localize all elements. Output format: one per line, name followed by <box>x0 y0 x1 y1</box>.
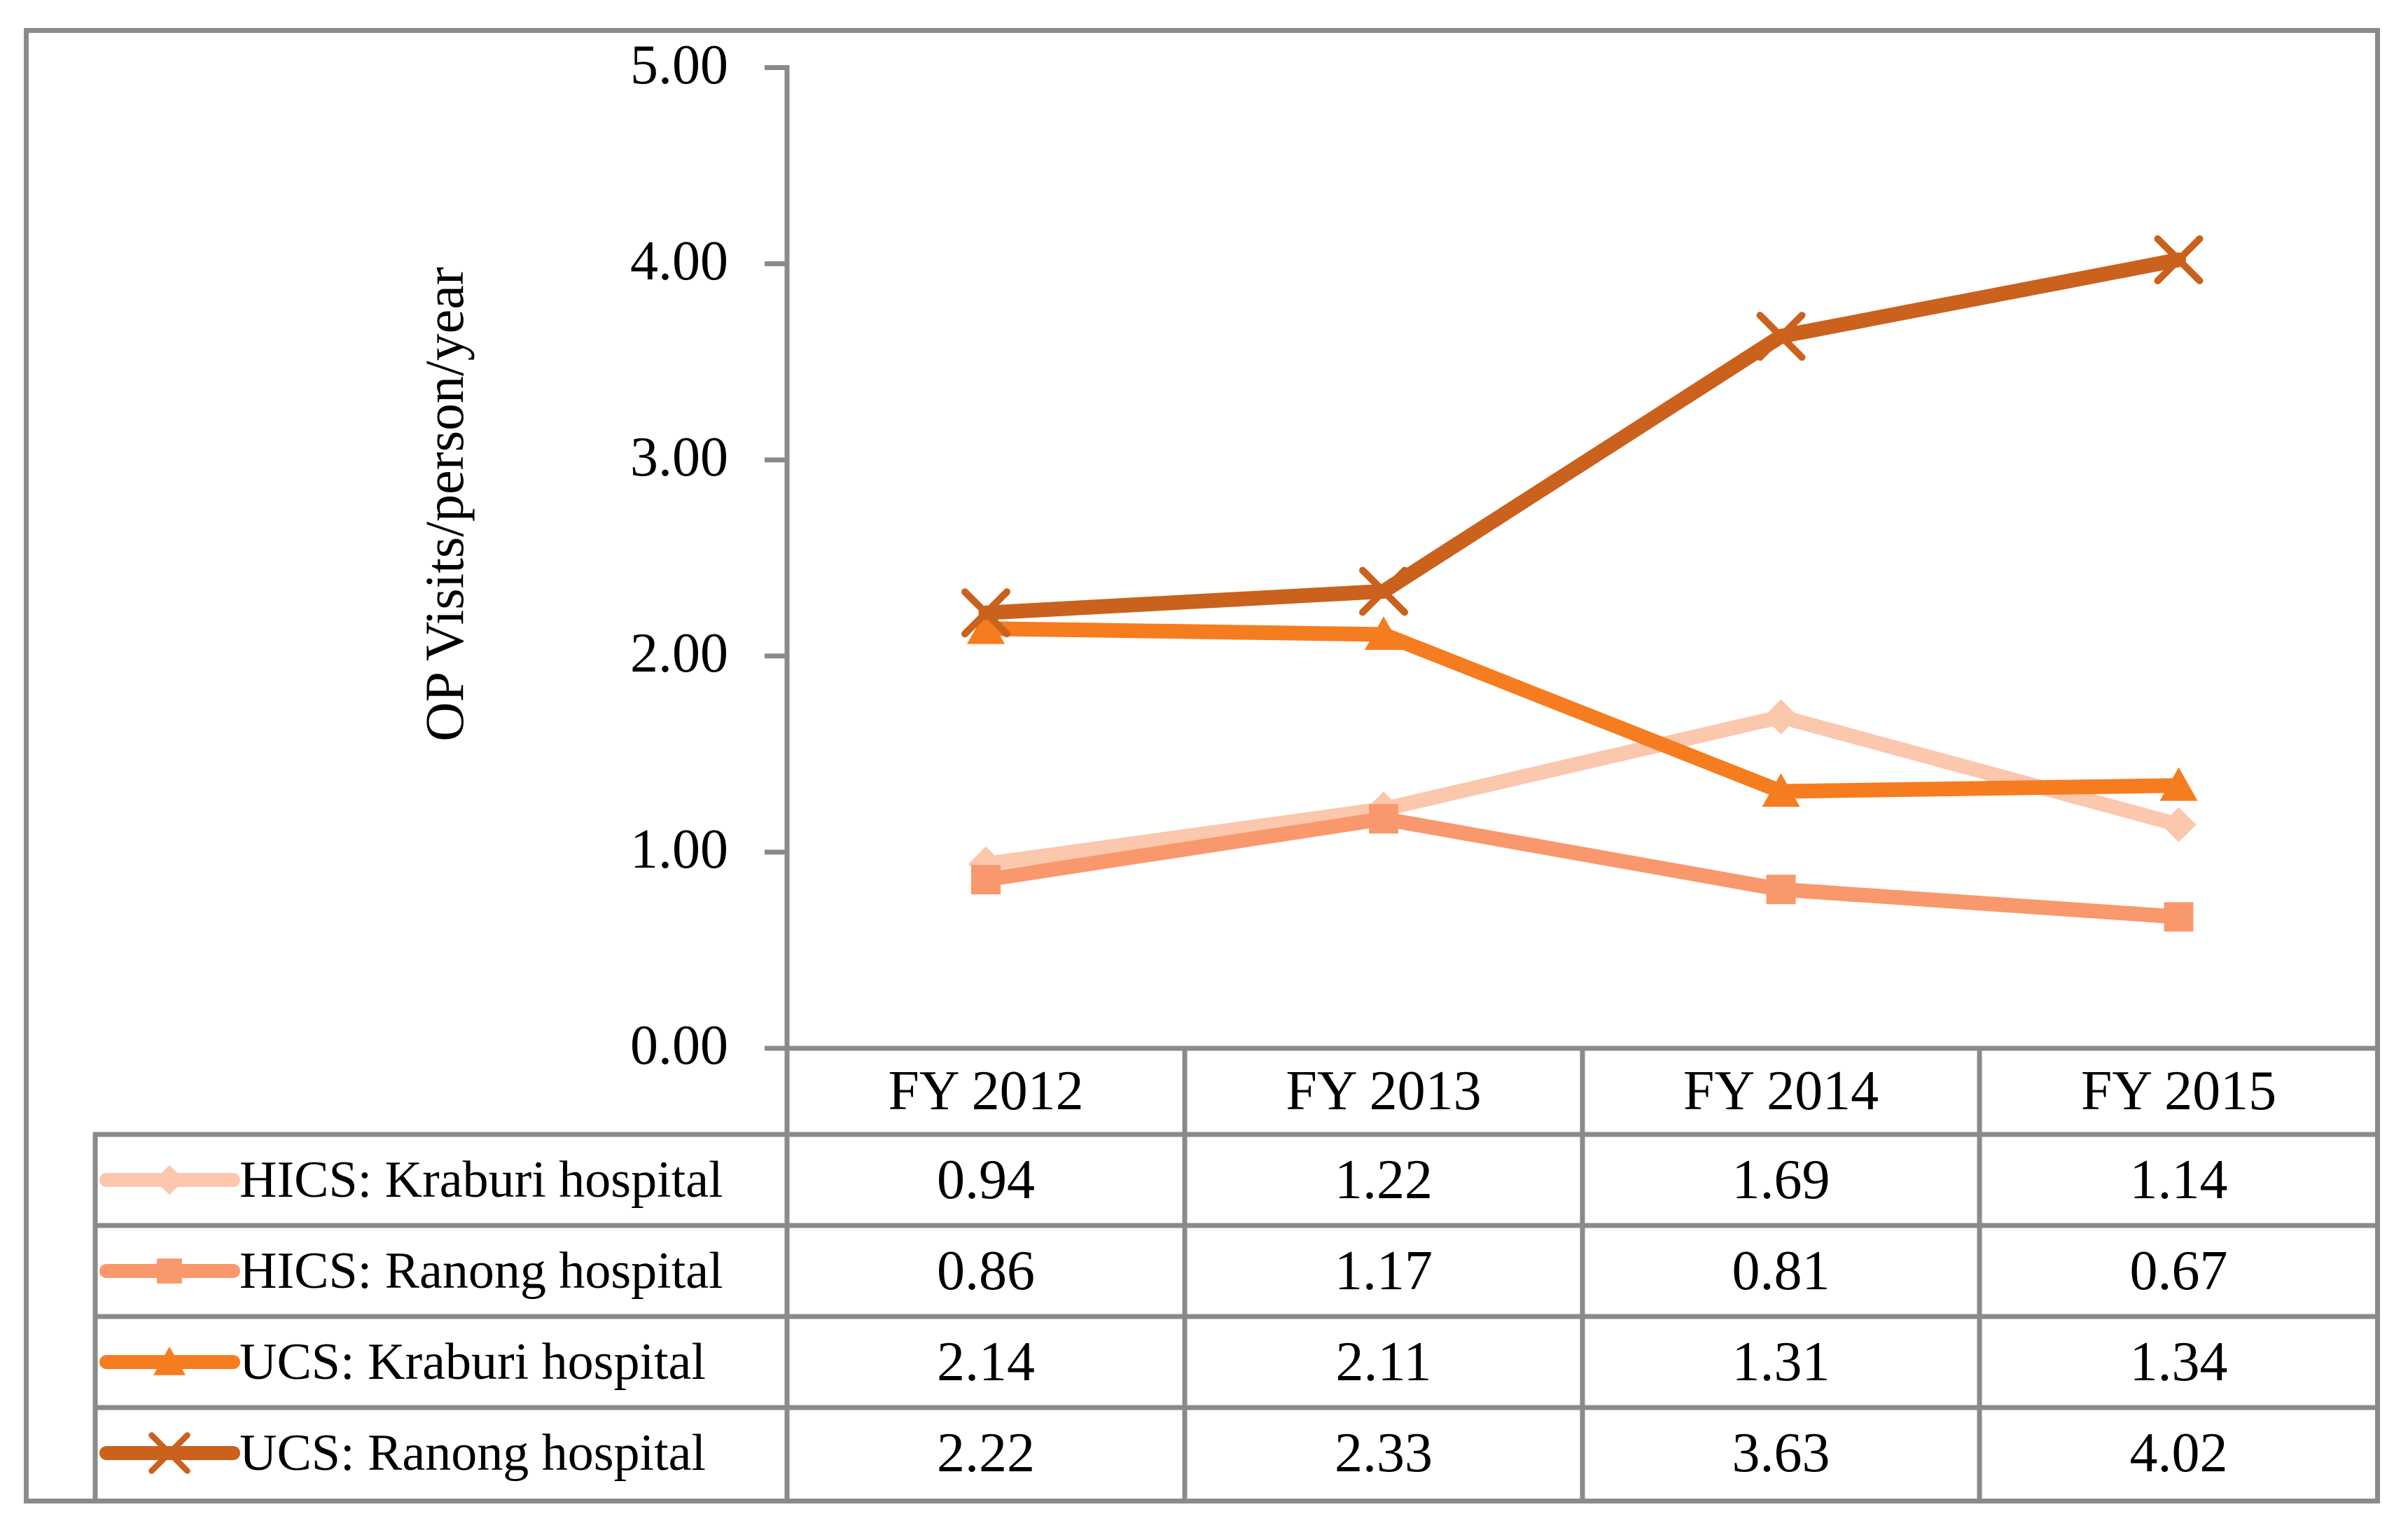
series-line-hics-kraburi-hospital <box>978 709 2186 872</box>
legend-marker-x-icon <box>148 1432 190 1474</box>
legend-marker-square-icon <box>157 1258 182 1284</box>
series-marker-hics-ranong-hospital <box>1369 804 1398 834</box>
series-marker-ucs-kraburi-hospital <box>967 610 1005 644</box>
series-marker-hics-ranong-hospital <box>971 865 1001 895</box>
series-marker-ucs-kraburi-hospital <box>2159 767 2198 801</box>
y-tick-label: 0.00 <box>630 1014 728 1076</box>
y-tick-label: 5.00 <box>630 34 728 96</box>
series-marker-ucs-ranong-hospital <box>1359 567 1408 616</box>
table-cell-value: 1.14 <box>2129 1149 2228 1211</box>
legend-marker-triangle-icon <box>153 1346 186 1375</box>
series-marker-ucs-kraburi-hospital <box>1762 773 1800 807</box>
table-cell-value: 0.94 <box>937 1149 1035 1211</box>
legend-series-label: HICS: Kraburi hospital <box>239 1151 723 1209</box>
table-cell-value: 2.11 <box>1335 1331 1432 1393</box>
legend-series-label: HICS: Ranong hospital <box>239 1242 723 1300</box>
table-cell-value: 1.69 <box>1732 1149 1830 1211</box>
series-line-ucs-kraburi-hospital <box>978 621 2186 799</box>
series-marker-ucs-kraburi-hospital <box>1365 616 1403 650</box>
series-line-ucs-ranong-hospital <box>978 252 2186 620</box>
table-cell-value: 0.67 <box>2129 1240 2228 1302</box>
series-marker-ucs-ranong-hospital <box>961 588 1010 638</box>
table-cell-value: 3.63 <box>1732 1422 1830 1484</box>
table-cell-value: 2.22 <box>937 1422 1035 1484</box>
table-cell-value: 1.34 <box>2129 1331 2228 1393</box>
series-marker-hics-ranong-hospital <box>2164 902 2194 932</box>
table-cell-value: 1.17 <box>1335 1240 1433 1302</box>
table-cell-value: 2.33 <box>1335 1422 1433 1484</box>
series-line-hics-ranong-hospital <box>978 811 2186 924</box>
series-marker-ucs-ranong-hospital <box>2154 235 2204 284</box>
y-tick-label: 1.00 <box>630 818 728 880</box>
series-marker-hics-kraburi-hospital <box>2161 807 2197 842</box>
table-cell-value: 0.86 <box>937 1240 1035 1302</box>
series-marker-hics-kraburi-hospital <box>1763 699 1799 735</box>
series-marker-ucs-ranong-hospital <box>1756 312 1806 361</box>
legend-marker-diamond-icon <box>154 1165 185 1195</box>
series-marker-hics-ranong-hospital <box>1766 875 1796 905</box>
table-column-header: FY 2015 <box>2080 1060 2277 1122</box>
table-cell-value: 1.22 <box>1335 1149 1433 1211</box>
legend-series-label: UCS: Ranong hospital <box>239 1424 707 1482</box>
legend-series-label: UCS: Kraburi hospital <box>239 1333 706 1391</box>
table-cell-value: 4.02 <box>2129 1422 2228 1484</box>
y-tick-label: 2.00 <box>630 622 728 684</box>
y-tick-label: 4.00 <box>630 230 728 292</box>
table-cell-value: 0.81 <box>1732 1240 1830 1302</box>
y-tick-label: 3.00 <box>630 426 728 488</box>
table-cell-value: 2.14 <box>937 1331 1035 1393</box>
table-column-header: FY 2014 <box>1683 1060 1879 1122</box>
table-column-header: FY 2013 <box>1286 1060 1482 1122</box>
table-column-header: FY 2012 <box>888 1060 1084 1122</box>
figure-border <box>24 28 2380 1503</box>
table-cell-value: 1.31 <box>1732 1331 1830 1393</box>
